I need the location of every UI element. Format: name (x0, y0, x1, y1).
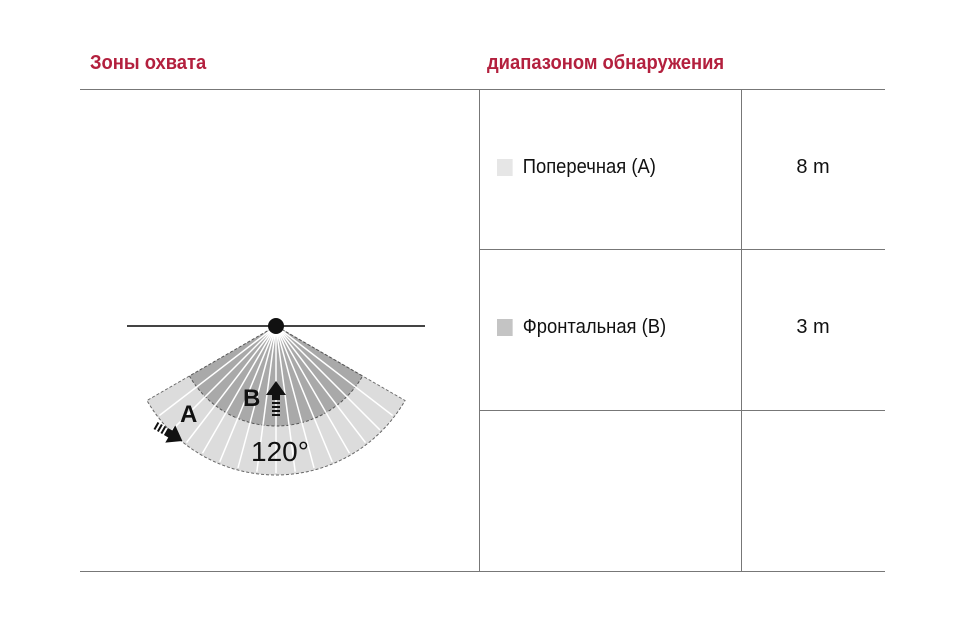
detection-ray (275, 325, 296, 472)
detection-ray (275, 325, 333, 463)
zone-b-arrow-icon (266, 381, 286, 416)
row-value: 8 m (796, 156, 830, 178)
sensor-icon (268, 318, 284, 334)
detection-ray (158, 325, 277, 417)
table-top-divider (80, 89, 885, 90)
zone-a-swatch (497, 159, 513, 176)
zone-b-swatch (497, 319, 513, 336)
zone-b-label: B (243, 385, 260, 412)
row-label: Фронтальная (B) (522, 316, 667, 338)
detection-ray (275, 325, 315, 469)
zone-a-label: A (180, 401, 197, 428)
detection-ray (171, 325, 277, 431)
zone-a-arrow-icon (153, 422, 183, 443)
angle-label: 120° (251, 436, 309, 467)
detection-ray (275, 325, 351, 454)
detection-ray (256, 325, 277, 472)
detection-ray (185, 325, 277, 444)
range-header: диапазоном обнаружения (487, 52, 725, 74)
detection-ray (275, 325, 381, 431)
table-row-frontal: Фронтальная (B) (497, 316, 666, 339)
detection-ray (275, 325, 367, 444)
detection-ray (237, 325, 277, 469)
detection-rays (158, 325, 394, 473)
detection-ray (201, 325, 277, 454)
row-value: 3 m (796, 316, 830, 338)
detection-ray (219, 325, 277, 463)
zones-header: Зоны охвата (90, 52, 207, 74)
table-row-transverse: Поперечная (A) (497, 156, 656, 179)
column-divider (741, 89, 742, 571)
row-divider (479, 410, 885, 411)
detection-ray (275, 325, 394, 417)
row-label: Поперечная (A) (522, 156, 656, 178)
column-divider (479, 89, 480, 571)
table-bottom-divider (80, 571, 885, 572)
row-divider (479, 249, 885, 250)
